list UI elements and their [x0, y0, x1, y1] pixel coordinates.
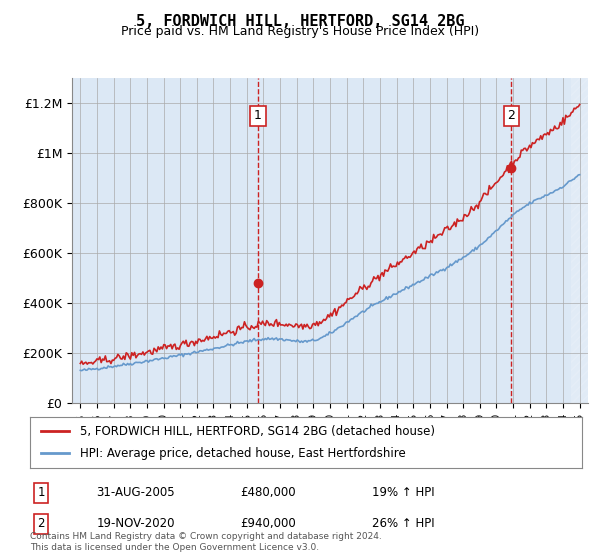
Text: 1: 1	[37, 486, 45, 500]
Text: 2: 2	[508, 109, 515, 123]
Text: £480,000: £480,000	[240, 486, 295, 500]
Text: 19% ↑ HPI: 19% ↑ HPI	[372, 486, 435, 500]
Text: HPI: Average price, detached house, East Hertfordshire: HPI: Average price, detached house, East…	[80, 447, 406, 460]
Text: 2: 2	[37, 517, 45, 530]
Bar	[571, 78, 588, 403]
Text: Price paid vs. HM Land Registry's House Price Index (HPI): Price paid vs. HM Land Registry's House …	[121, 25, 479, 38]
Text: 19-NOV-2020: 19-NOV-2020	[96, 517, 175, 530]
Text: Contains HM Land Registry data © Crown copyright and database right 2024.
This d: Contains HM Land Registry data © Crown c…	[30, 532, 382, 552]
Text: 5, FORDWICH HILL, HERTFORD, SG14 2BG (detached house): 5, FORDWICH HILL, HERTFORD, SG14 2BG (de…	[80, 425, 434, 438]
Text: 1: 1	[254, 109, 262, 123]
Text: £940,000: £940,000	[240, 517, 296, 530]
Text: 5, FORDWICH HILL, HERTFORD, SG14 2BG: 5, FORDWICH HILL, HERTFORD, SG14 2BG	[136, 14, 464, 29]
Text: 31-AUG-2005: 31-AUG-2005	[96, 486, 175, 500]
Text: 26% ↑ HPI: 26% ↑ HPI	[372, 517, 435, 530]
